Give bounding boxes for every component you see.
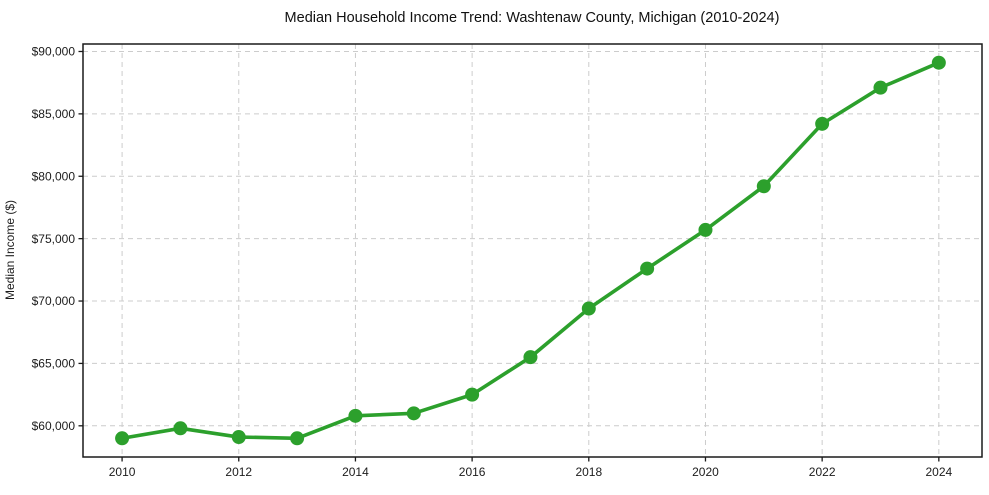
plot-area: 2010 2012 2014 2016 2018 2020 2022 2024 $60,000 $… <box>32 43 983 479</box>
data-point-2014 <box>348 408 363 423</box>
x-tick-label: 2012 <box>225 465 252 479</box>
x-tick-label: 2014 <box>342 465 369 479</box>
x-tick-label: 2010 <box>109 465 136 479</box>
data-point-2013 <box>290 431 305 446</box>
x-tick-label: 2020 <box>692 465 719 479</box>
data-point-2021 <box>756 179 771 194</box>
data-point-2023 <box>873 80 888 95</box>
y-tick-label: $90,000 <box>32 45 76 59</box>
y-tick-label: $70,000 <box>32 294 76 308</box>
y-tick-label: $80,000 <box>32 169 76 183</box>
y-tick-label: $85,000 <box>32 107 76 121</box>
data-point-2011 <box>173 421 188 436</box>
plot-border <box>82 43 983 458</box>
x-tick-label: 2016 <box>459 465 486 479</box>
y-tick-label: $75,000 <box>32 232 76 246</box>
chart-title: Median Household Income Trend: Washtenaw… <box>285 10 780 26</box>
data-point-2022 <box>815 116 830 131</box>
trend-line <box>120 60 941 441</box>
y-axis-label: Median Income ($) <box>3 200 17 300</box>
data-point-2024 <box>931 55 946 70</box>
x-tick-label: 2018 <box>575 465 602 479</box>
data-point-2015 <box>406 406 421 421</box>
y-tick-label: $60,000 <box>32 419 76 433</box>
y-tick-label: $65,000 <box>32 357 76 371</box>
data-point-2020 <box>698 222 713 237</box>
x-tick-label: 2024 <box>925 465 952 479</box>
data-point-2016 <box>465 387 480 402</box>
data-point-2017 <box>523 350 538 365</box>
data-point-2018 <box>581 301 596 316</box>
data-point-2012 <box>231 430 246 445</box>
data-point-2010 <box>115 431 130 446</box>
data-point-2019 <box>640 261 655 276</box>
x-tick-label: 2022 <box>809 465 836 479</box>
